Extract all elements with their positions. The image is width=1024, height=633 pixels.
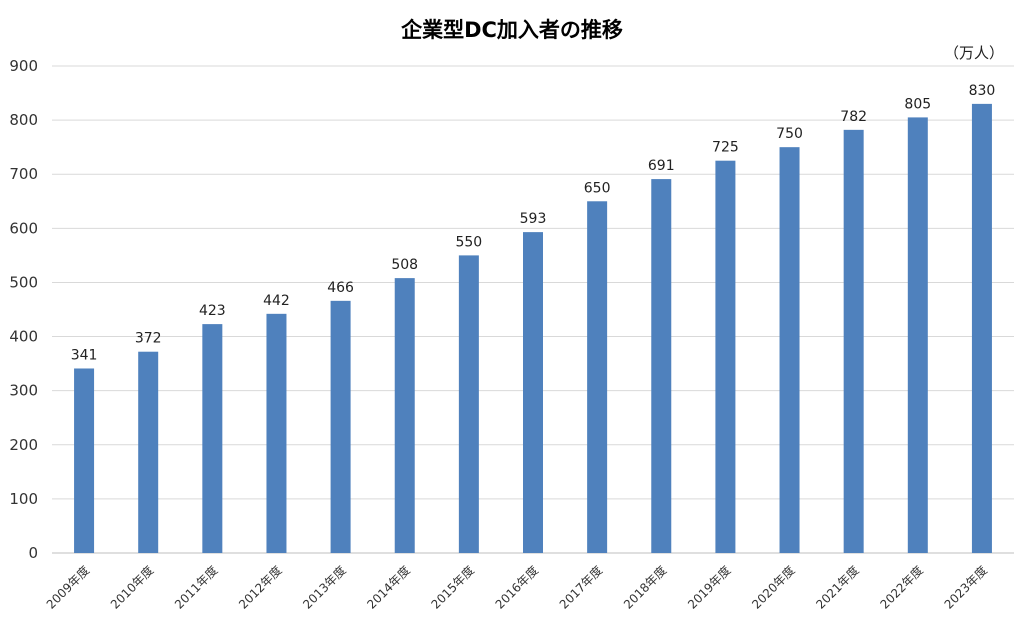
y-tick-label: 500 — [9, 273, 38, 291]
data-label: 750 — [776, 126, 803, 142]
x-tick-label: 2022年度 — [877, 563, 926, 612]
y-tick-label: 400 — [9, 328, 38, 346]
bar — [587, 201, 608, 553]
data-label: 650 — [584, 180, 611, 196]
y-tick-label: 800 — [9, 111, 38, 129]
bar — [266, 313, 287, 553]
bar — [907, 117, 928, 554]
x-tick-label: 2021年度 — [813, 563, 862, 612]
bar — [715, 160, 736, 553]
y-tick-label: 200 — [9, 436, 38, 454]
data-label: 550 — [455, 234, 482, 250]
bar — [138, 351, 159, 553]
data-label: 691 — [648, 158, 675, 174]
data-label: 372 — [135, 331, 162, 347]
bar — [779, 147, 800, 553]
data-labels: 341 372 423 442 466 508 550 593 650 691 725 750 782 8… — [71, 83, 996, 364]
bar — [202, 324, 223, 553]
bar — [843, 129, 864, 553]
x-tick-label: 2015年度 — [428, 563, 477, 612]
x-tick-label: 2009年度 — [43, 563, 92, 612]
bar — [971, 103, 992, 553]
x-tick-label: 2013年度 — [300, 563, 349, 612]
data-label: 725 — [712, 140, 739, 156]
data-label: 782 — [840, 109, 867, 125]
x-tick-label: 2023年度 — [941, 563, 990, 612]
y-axis-ticks: 0 100 200 300 400 500 600 700 800 900 — [9, 57, 38, 562]
x-axis-ticks: 2009年度 2010年度 2011年度 2012年度 2013年度 2014年度 2015… — [43, 563, 990, 612]
chart-title: 企業型DC加入者の推移 — [401, 18, 623, 42]
data-label: 508 — [391, 257, 418, 273]
y-tick-label: 900 — [9, 57, 38, 75]
x-tick-label: 2016年度 — [492, 563, 541, 612]
y-tick-label: 600 — [9, 219, 38, 237]
data-label: 341 — [71, 347, 98, 363]
bar — [651, 179, 672, 553]
data-label: 466 — [327, 280, 354, 296]
x-tick-label: 2010年度 — [107, 563, 156, 612]
data-label: 442 — [263, 293, 290, 309]
data-label: 805 — [904, 96, 931, 112]
x-tick-label: 2019年度 — [684, 563, 733, 612]
x-tick-label: 2012年度 — [235, 563, 284, 612]
y-tick-label: 300 — [9, 382, 38, 400]
x-tick-label: 2014年度 — [364, 563, 413, 612]
unit-label: （万人） — [943, 44, 1004, 62]
bar — [394, 278, 415, 553]
x-tick-label: 2011年度 — [171, 563, 220, 612]
bars — [74, 103, 992, 554]
data-label: 423 — [199, 303, 226, 319]
x-tick-label: 2017年度 — [556, 563, 605, 612]
bar — [523, 232, 543, 554]
y-tick-label: 0 — [28, 544, 38, 562]
data-label: 830 — [969, 83, 996, 99]
y-tick-label: 100 — [9, 490, 38, 508]
bar — [458, 255, 479, 553]
data-label: 593 — [520, 211, 547, 227]
bar — [74, 368, 95, 553]
bar — [330, 300, 351, 553]
x-tick-label: 2018年度 — [620, 563, 669, 612]
x-tick-label: 2020年度 — [748, 563, 797, 612]
y-tick-label: 700 — [9, 165, 38, 183]
